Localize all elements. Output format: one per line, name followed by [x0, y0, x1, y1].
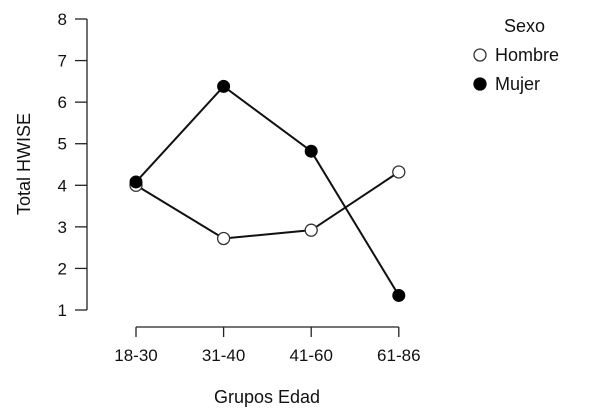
data-point-mujer: [217, 79, 231, 93]
series-lines: [135, 85, 400, 296]
y-tick-label: 7: [58, 52, 67, 71]
legend-title: Sexo: [504, 16, 545, 36]
series-line-hombre: [135, 171, 400, 240]
data-point-mujer: [129, 175, 143, 189]
y-axis-title: Total HWISE: [14, 113, 34, 215]
x-tick-label: 31-40: [202, 346, 245, 365]
legend: Sexo Hombre Mujer: [473, 16, 559, 94]
x-axis: 18-30 31-40 41-60 61-86: [114, 326, 421, 365]
y-axis: 1 2 3 4 5 6 7 8: [58, 10, 88, 320]
data-point-hombre: [216, 231, 231, 246]
y-tick-label: 1: [58, 301, 67, 320]
data-point-hombre: [304, 223, 318, 237]
data-point-mujer: [304, 144, 318, 158]
series-layer: [129, 79, 406, 302]
x-axis-title: Grupos Edad: [214, 387, 320, 407]
data-point-hombre: [392, 165, 406, 179]
y-tick-label: 2: [58, 259, 67, 278]
y-tick-label: 8: [58, 10, 67, 29]
legend-label-hombre: Hombre: [495, 45, 559, 65]
x-tick-label: 41-60: [289, 346, 332, 365]
legend-marker-hombre: [473, 48, 487, 62]
x-tick-label: 18-30: [114, 346, 157, 365]
y-tick-label: 3: [58, 218, 67, 237]
legend-marker-mujer: [473, 77, 487, 91]
x-tick-label: 61-86: [377, 346, 420, 365]
y-tick-label: 6: [58, 93, 67, 112]
legend-label-mujer: Mujer: [495, 74, 540, 94]
series-markers: [129, 79, 406, 302]
series-line-mujer: [135, 85, 400, 296]
y-tick-label: 4: [58, 176, 67, 195]
y-tick-label: 5: [58, 135, 67, 154]
data-point-mujer: [392, 288, 406, 302]
